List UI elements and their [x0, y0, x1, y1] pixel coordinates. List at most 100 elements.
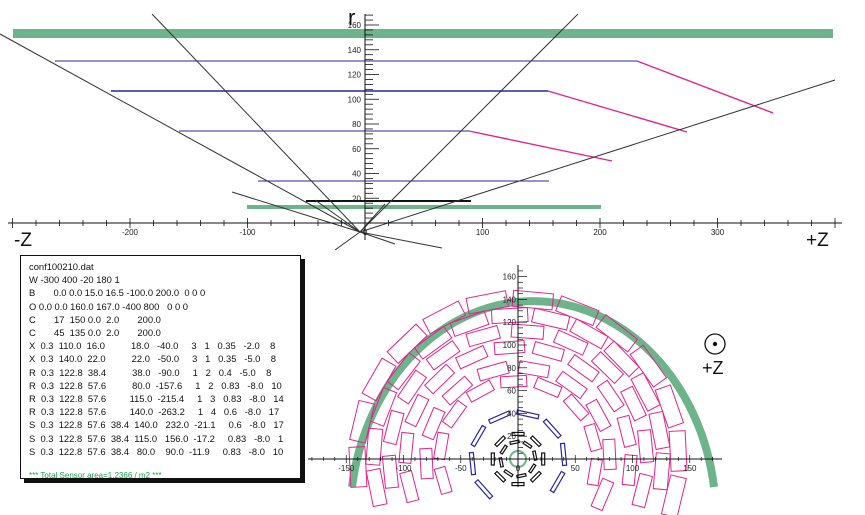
eta-line	[0, 33, 361, 233]
detector-module	[449, 310, 490, 337]
detector-module	[369, 386, 398, 427]
detector-module	[381, 454, 400, 489]
detector-module	[365, 427, 384, 466]
detector-module	[487, 410, 512, 425]
r-tick-label: 120	[348, 71, 362, 80]
r-tick-label: 60	[352, 145, 361, 154]
detector-module	[511, 289, 555, 311]
config-line: R 0.3 122.8 57.6 140.0 -263.2 1 4 0.6 -8…	[29, 406, 280, 418]
detector-module	[583, 422, 603, 453]
config-line: W -300 400 -20 180 1	[29, 274, 120, 286]
detector-module	[498, 457, 504, 468]
config-line: R 0.3 122.8 57.6 115.0 -215.4 1 3 0.83 -…	[29, 393, 284, 405]
detector-module	[603, 340, 640, 378]
r-tick-label: 80	[352, 120, 361, 129]
detector-module	[515, 409, 540, 420]
r-tick-label: 160	[348, 21, 362, 30]
z-axis-ticks: -200-1000100200300	[12, 218, 836, 237]
end-plus-z-label: +Z	[702, 358, 724, 378]
detector-module	[585, 398, 612, 433]
detector-module	[425, 340, 461, 371]
detector-module	[631, 472, 654, 509]
detector-module	[648, 410, 671, 451]
detector-module	[620, 385, 647, 422]
end-x-tick-label: -100	[395, 464, 412, 473]
config-line: B 0.0 0.0 15.0 16.5 -100.0 200.0 0 0 0	[29, 287, 206, 299]
detector-module	[422, 300, 467, 335]
z-tick-label: 100	[476, 228, 490, 237]
detector-module	[529, 435, 542, 448]
detector-module	[616, 414, 637, 448]
detector-module	[465, 379, 496, 403]
r-axis-ticks: 20 40 60 80 100 120 140 160	[348, 14, 379, 224]
detector-module	[499, 374, 528, 389]
detector-module	[602, 438, 617, 471]
disk-line	[636, 60, 774, 114]
config-line: R 0.3 122.8 38.4 38.0 -90.0 1 2 0.4 -5.0…	[29, 366, 272, 378]
detector-module	[532, 450, 538, 461]
detector-module	[555, 295, 600, 327]
detector-module	[441, 375, 474, 406]
eta-line	[359, 79, 836, 233]
end-y-tick-label: 100	[503, 341, 517, 350]
r-tick-label: 100	[348, 95, 362, 104]
config-line: X 0.3 110.0 16.0 18.0 -40.0 3 1 0.35 -2.…	[29, 340, 276, 352]
config-line: S 0.3 122.8 57.6 38.4 140.0 232.0 -21.1 …	[29, 419, 284, 431]
detector-module	[396, 369, 428, 405]
detector-module	[490, 307, 529, 325]
eta-line	[314, 199, 361, 233]
detector-module	[494, 470, 507, 483]
detector-module	[468, 451, 477, 476]
end-x-tick-label: -50	[455, 464, 467, 473]
config-line: O 0.0 0.0 160.0 167.0 -400 800 0 0 0	[29, 300, 188, 312]
detector-module	[527, 463, 537, 474]
disk-line	[468, 130, 613, 162]
eta-line	[151, 13, 361, 233]
detector-module	[348, 446, 368, 488]
detector-module	[503, 468, 514, 478]
detector-module	[621, 453, 638, 487]
end-x-tick-label: 150	[683, 464, 697, 473]
z-tick-label: 200	[593, 228, 607, 237]
config-line: C 17 150 0.0 2.0 200.0	[29, 313, 161, 325]
config-line: S 0.3 122.8 57.6 38.4 115.0 156.0 -17.2 …	[29, 432, 284, 444]
r-tick-label: 40	[352, 170, 361, 179]
disk-lines	[468, 60, 774, 162]
detector-module	[530, 307, 571, 331]
end-y-tick-label: 40	[507, 409, 516, 418]
detector-module	[361, 357, 397, 402]
config-line: S 0.3 122.8 57.6 38.4 80.0 90.0 -11.9 0.…	[29, 445, 284, 457]
detector-module	[590, 351, 625, 385]
detector-module	[529, 470, 542, 483]
eta-line	[359, 231, 396, 245]
detector-module	[562, 393, 590, 422]
end-x-tick-label: 100	[626, 464, 640, 473]
z-tick-label: -200	[122, 228, 139, 237]
detector-module	[654, 384, 685, 429]
detector-module	[382, 409, 405, 446]
config-line: R 0.3 122.8 57.6 80.0 -157.6 1 2 0.83 -8…	[29, 379, 282, 391]
layer-lines	[55, 60, 637, 182]
plus-z-dot-center	[712, 341, 718, 347]
end-y-tick-label: 80	[507, 364, 516, 373]
detector-module	[494, 435, 507, 448]
detector-module	[629, 344, 668, 388]
z-tick-label: 300	[711, 228, 725, 237]
detector-module	[542, 418, 562, 440]
detector-module	[433, 465, 453, 496]
r-tick-label: 140	[348, 46, 362, 55]
detector-module	[510, 323, 545, 340]
eta-line	[231, 191, 361, 233]
r-tick-label: 20	[352, 194, 361, 203]
detector-module	[517, 360, 551, 379]
r-axis-label: r	[348, 5, 355, 30]
end-y-tick-label: 160	[503, 273, 517, 282]
disk-line	[547, 90, 688, 133]
end-x-tick-label: 50	[571, 464, 580, 473]
detector-module	[365, 467, 388, 508]
config-line: X 0.3 140.0 22.0 22.0 -50.0 3 1 0.35 -5.…	[29, 353, 277, 365]
detector-module	[454, 344, 489, 370]
detector-module	[586, 457, 603, 487]
